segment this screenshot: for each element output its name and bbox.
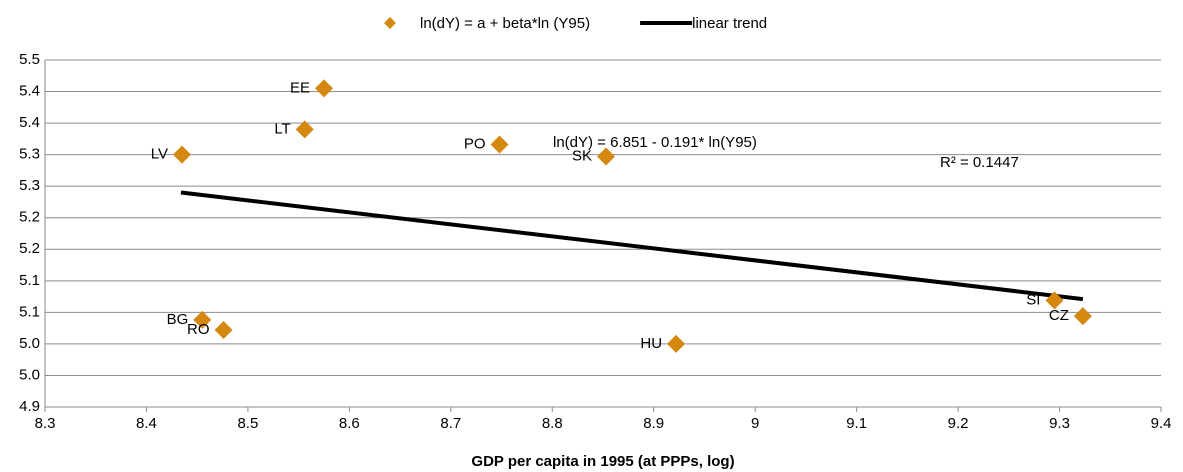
x-tick-label: 8.4 [136,415,157,432]
point-label: CZ [1049,307,1069,324]
annotation: ln(dY) = 6.851 - 0.191* ln(Y95) [553,134,757,151]
y-tick-label: 5.0 [19,335,40,352]
legend-swatch [384,17,396,29]
point-label: EE [290,79,310,96]
point-label: SK [572,147,592,164]
x-axis-title: GDP per capita in 1995 (at PPPs, log) [471,453,734,470]
x-tick-label: 9.3 [1049,415,1070,432]
annotation: R² = 0.1447 [940,154,1019,171]
x-tick-label: 8.9 [643,415,664,432]
point-label: HU [640,335,662,352]
y-tick-label: 5.1 [19,303,40,320]
point-label: BG [167,311,189,328]
point-label: LT [274,120,290,137]
x-tick-label: 9 [751,415,759,432]
y-tick-label: 5.0 [19,366,40,383]
scatter-point [597,147,616,166]
point-label: RO [187,321,210,338]
y-tick-label: 5.3 [19,146,40,163]
x-tick-label: 9.1 [846,415,867,432]
x-tick-label: 8.7 [440,415,461,432]
scatter-point [1045,291,1064,310]
y-tick-label: 5.5 [19,51,40,68]
y-tick-label: 5.4 [19,83,40,100]
point-label: LV [151,146,168,163]
y-tick-label: 5.2 [19,240,40,257]
x-tick-label: 8.5 [237,415,258,432]
scatter-point [172,145,191,164]
scatter-point [1073,307,1092,326]
legend-label: linear trend [692,15,767,32]
trend-line [180,190,1084,302]
legend-label: ln(dY) = a + beta*ln (Y95) [420,15,590,32]
y-tick-label: 5.1 [19,272,40,289]
scatter-point [214,321,233,340]
y-tick-label: 5.4 [19,114,40,131]
point-label: PO [464,136,486,153]
scatter-point [315,79,333,98]
scatter-point [490,135,509,154]
y-tick-label: 4.9 [19,398,40,415]
scatter-point [193,310,212,329]
x-tick-label: 9.2 [948,415,969,432]
y-tick-label: 5.2 [19,209,40,226]
point-label: SI [1026,291,1040,308]
scatter-point [667,334,686,353]
scatter-point [295,120,314,139]
x-tick-label: 9.4 [1151,415,1172,432]
x-tick-label: 8.6 [339,415,360,432]
y-tick-label: 5.3 [19,177,40,194]
x-tick-label: 8.3 [35,415,56,432]
x-tick-label: 8.8 [542,415,563,432]
